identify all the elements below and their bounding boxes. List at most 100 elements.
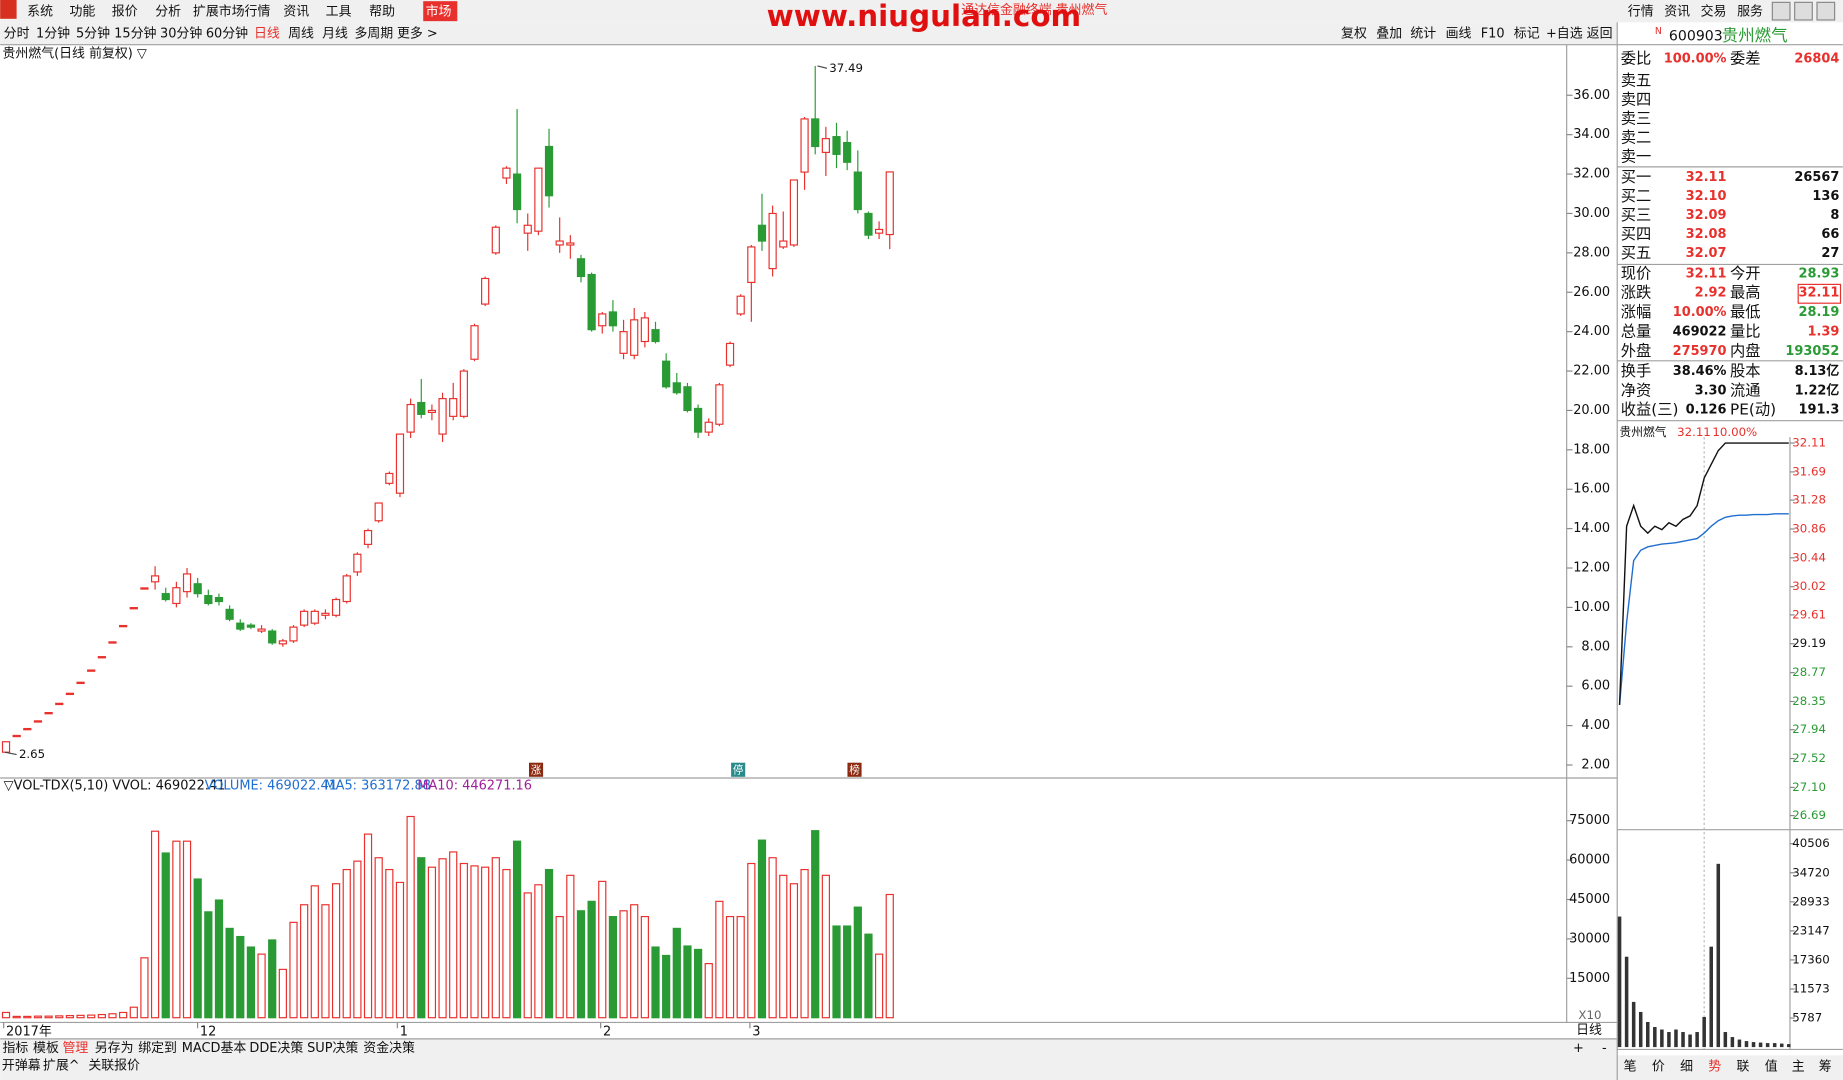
volume-bar — [193, 878, 202, 1019]
app-icon — [0, 0, 17, 19]
side-button[interactable]: 细 — [1680, 1060, 1693, 1075]
bottom-tab[interactable]: 另存为 — [95, 1041, 134, 1056]
tool-button[interactable]: 画线 — [1446, 27, 1472, 42]
side-button[interactable]: 势 — [1708, 1059, 1721, 1075]
quote-label: 收益(三) — [1621, 401, 1679, 419]
volume-bar — [289, 921, 298, 1019]
quote-value: 469022 — [1673, 324, 1727, 339]
top-button[interactable]: 行情 — [1628, 4, 1654, 19]
y-tick-label: 60000 — [1569, 853, 1610, 868]
period-tab[interactable]: 60分钟 — [206, 26, 248, 42]
side-button[interactable]: 筹 — [1819, 1059, 1832, 1075]
bottom-button[interactable]: 扩展^ — [43, 1058, 80, 1073]
menu-item[interactable]: 资讯 — [283, 4, 309, 19]
bottom-button[interactable]: 开弹幕 — [2, 1058, 41, 1073]
bottom-tab[interactable]: 指标 — [3, 1041, 29, 1056]
zoom-button[interactable]: + — [1573, 1041, 1584, 1056]
volume-bar — [502, 868, 511, 1019]
mini-volume-bar — [1653, 1027, 1657, 1048]
volume-bar — [789, 883, 799, 1019]
period-tab[interactable]: 5分钟 — [76, 26, 110, 42]
menu-item[interactable]: 系统 — [27, 4, 53, 19]
period-tab[interactable]: 周线 — [288, 27, 314, 42]
mini-volume-bar — [1631, 1001, 1636, 1048]
bottom-tab[interactable]: 模板 — [33, 1041, 59, 1056]
y-tick-label: 30.44 — [1792, 550, 1826, 564]
volume-bar — [512, 840, 522, 1019]
menu-item[interactable]: 功能 — [69, 4, 95, 19]
close[interactable] — [1816, 1, 1836, 21]
bottom-tab[interactable]: 绑定到 — [138, 1041, 177, 1056]
y-tick-label: 26.69 — [1792, 808, 1826, 822]
mini-volume-bar — [1737, 1039, 1742, 1048]
bottom-button[interactable]: 关联报价 — [88, 1058, 140, 1073]
tool-button[interactable]: 叠加 — [1376, 27, 1402, 42]
ask-label: 卖四 — [1621, 91, 1652, 109]
tool-button[interactable]: 标记 — [1514, 27, 1540, 42]
side-button[interactable]: 笔 — [1624, 1059, 1637, 1075]
volume-bar — [257, 953, 266, 1019]
y-tick-label: 30.00 — [1573, 206, 1610, 221]
menu-item[interactable]: 帮助 — [369, 4, 395, 19]
menu-item[interactable]: 分析 — [155, 4, 181, 19]
side-button[interactable]: 联 — [1736, 1060, 1749, 1075]
quote-label: 量比 — [1730, 322, 1761, 340]
price-line — [1618, 442, 1789, 705]
low-label: 2.65 — [19, 747, 45, 761]
volume-bar — [683, 945, 692, 1019]
candle-body — [129, 607, 138, 610]
period-tab[interactable]: 1分钟 — [36, 26, 70, 42]
y-tick-label: 30000 — [1569, 931, 1610, 946]
top-button[interactable]: 交易 — [1701, 3, 1727, 19]
tool-button[interactable]: 返回 — [1587, 27, 1613, 42]
bottom-tab[interactable]: 资金决策 — [363, 1040, 415, 1056]
candle-body — [87, 669, 96, 672]
bottom-tab[interactable]: 管理 — [62, 1041, 88, 1056]
bottom-tab[interactable]: SUP决策 — [307, 1040, 358, 1056]
bid-volume: 136 — [1812, 189, 1839, 204]
volume-bar — [108, 1013, 117, 1019]
mini-volume-bar — [1667, 1032, 1671, 1048]
volume-bar — [491, 857, 500, 1019]
period-tab[interactable]: 日线 — [254, 27, 280, 42]
top-button[interactable]: 资讯 — [1664, 4, 1690, 19]
quote-value: 275970 — [1673, 344, 1727, 359]
mini-volume-bar — [1765, 1043, 1770, 1048]
volume-header: ▽VOL-TDX(5,10) VVOL: 469022.41 — [4, 779, 226, 794]
tool-button[interactable]: 统计 — [1410, 27, 1436, 42]
x-tick-label: 12 — [200, 1024, 216, 1039]
minimize[interactable] — [1771, 1, 1791, 21]
period-tab[interactable]: 30分钟 — [160, 26, 202, 42]
tool-button[interactable]: +自选 — [1546, 27, 1583, 42]
period-tab[interactable]: 月线 — [322, 27, 348, 42]
side-button[interactable]: 价 — [1652, 1060, 1665, 1075]
tool-button[interactable]: F10 — [1481, 27, 1505, 42]
quote-value: 10.00% — [1673, 305, 1727, 320]
side-button[interactable]: 主 — [1792, 1060, 1805, 1075]
window-controls[interactable] — [1771, 1, 1836, 21]
market-button[interactable]: 市场 — [426, 3, 452, 19]
volume-bar — [65, 1015, 75, 1019]
bottom-tab[interactable]: DDE决策 — [249, 1040, 303, 1056]
period-tab[interactable]: 多周期 — [354, 27, 393, 42]
period-tab[interactable]: 更多 > — [397, 27, 438, 42]
mini-volume-bar — [1660, 1029, 1664, 1048]
quote-label: 内盘 — [1730, 342, 1761, 360]
candle-body — [353, 553, 362, 573]
market-box[interactable] — [423, 1, 458, 22]
period-tab[interactable]: 分时 — [4, 27, 30, 42]
menu-item[interactable]: 报价 — [112, 4, 138, 19]
menu-item[interactable]: 工具 — [326, 4, 352, 19]
top-button[interactable]: 服务 — [1737, 3, 1763, 19]
period-tab[interactable]: 15分钟 — [114, 26, 156, 42]
restore[interactable] — [1794, 1, 1813, 21]
volume-header: MA5: 363172.88 — [325, 779, 431, 794]
volume-bar — [406, 815, 415, 1019]
menu-item[interactable]: 扩展市场行情 — [193, 3, 271, 19]
tool-button[interactable]: 复权 — [1341, 26, 1367, 42]
side-button[interactable]: 值 — [1765, 1059, 1778, 1075]
y-tick-label: 28933 — [1792, 894, 1829, 908]
volume-bar — [161, 852, 170, 1019]
zoom-button[interactable]: - — [1602, 1041, 1607, 1056]
bottom-tab[interactable]: MACD基本 — [182, 1041, 247, 1056]
